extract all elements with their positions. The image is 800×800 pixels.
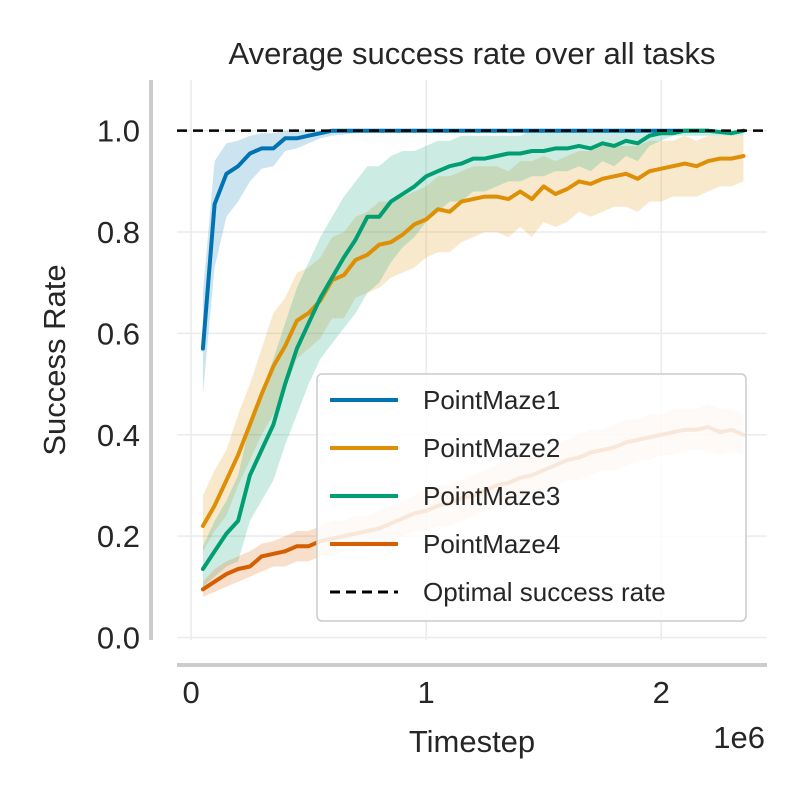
x-tick-label: 2 (653, 675, 670, 710)
legend-label-2: PointMaze3 (423, 481, 560, 511)
legend-label-0: PointMaze1 (423, 385, 560, 415)
y-tick-label: 0.4 (97, 418, 140, 453)
x-axis-label: Timestep (409, 724, 535, 759)
legend-label-4: Optimal success rate (423, 577, 666, 607)
legend-label-3: PointMaze4 (423, 529, 560, 559)
legend-frame (316, 373, 747, 622)
x-tick-label: 1 (418, 675, 435, 710)
band-pointmaze1 (202, 130, 709, 395)
y-axis-label: Success Rate (37, 264, 72, 455)
chart-title: Average success rate over all tasks (228, 36, 715, 71)
series-line-pointmaze2 (200, 154, 746, 528)
y-tick-label: 0.6 (97, 316, 140, 351)
x-axis-offset-label: 1e6 (713, 720, 765, 755)
y-tick-label: 0.0 (97, 620, 140, 655)
x-tick-labels: 0 1 2 (182, 675, 669, 710)
band-pointmaze3 (202, 130, 744, 587)
series-line-pointmaze1 (200, 128, 711, 351)
y-tick-labels: 0.0 0.2 0.4 0.6 0.8 1.0 (97, 114, 140, 656)
band-pointmaze2 (202, 135, 744, 552)
y-tick-label: 0.2 (97, 519, 140, 554)
legend: PointMaze1 PointMaze2 PointMaze3 PointMaze4… (316, 373, 747, 622)
series-line-pointmaze3 (200, 128, 746, 571)
y-tick-label: 0.8 (97, 215, 140, 250)
legend-label-1: PointMaze2 (423, 433, 560, 463)
x-tick-label: 0 (182, 675, 199, 710)
y-tick-label: 1.0 (97, 114, 140, 149)
